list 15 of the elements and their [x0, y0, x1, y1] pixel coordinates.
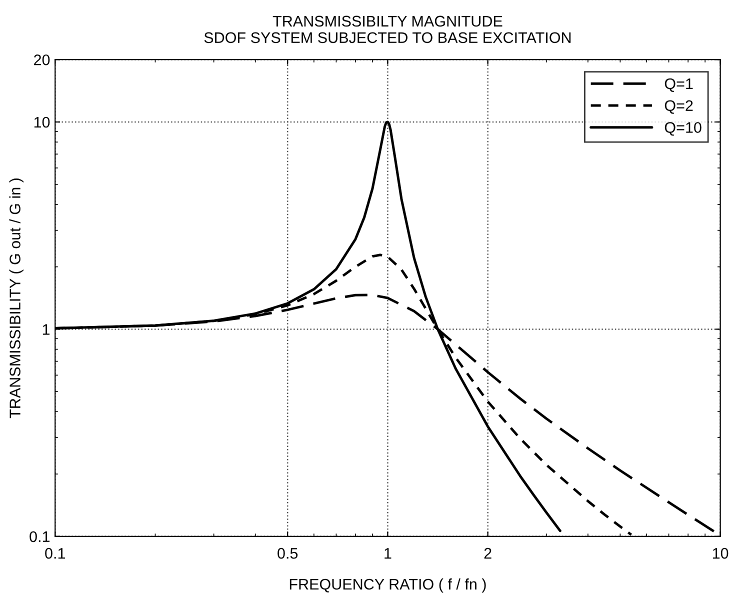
x-tick-label: 0.1	[45, 548, 65, 559]
y-tick-label: 1	[42, 324, 50, 335]
x-tick-label: 1	[384, 548, 392, 559]
y-axis-title: TRANSMISSIBILITY ( G out / G in )	[9, 178, 24, 418]
y-tick-label: 20	[34, 54, 50, 66]
y-tick-label: 10	[34, 116, 50, 128]
y-tick-label: 0.1	[30, 531, 50, 542]
legend-label: Q=2	[664, 100, 693, 114]
legend-label: Q=10	[664, 122, 702, 136]
x-tick-label: 2	[484, 548, 492, 559]
x-tick-label: 10	[712, 548, 728, 559]
legend-label: Q=1	[664, 78, 693, 92]
x-tick-label: 0.5	[278, 548, 298, 559]
chart-title: TRANSMISSIBILTY MAGNITUDE SDOF SYSTEM SUBJECTED TO BASE EXCITATION	[204, 16, 571, 44]
x-axis-title: FREQUENCY RATIO ( f / fn )	[290, 578, 486, 593]
